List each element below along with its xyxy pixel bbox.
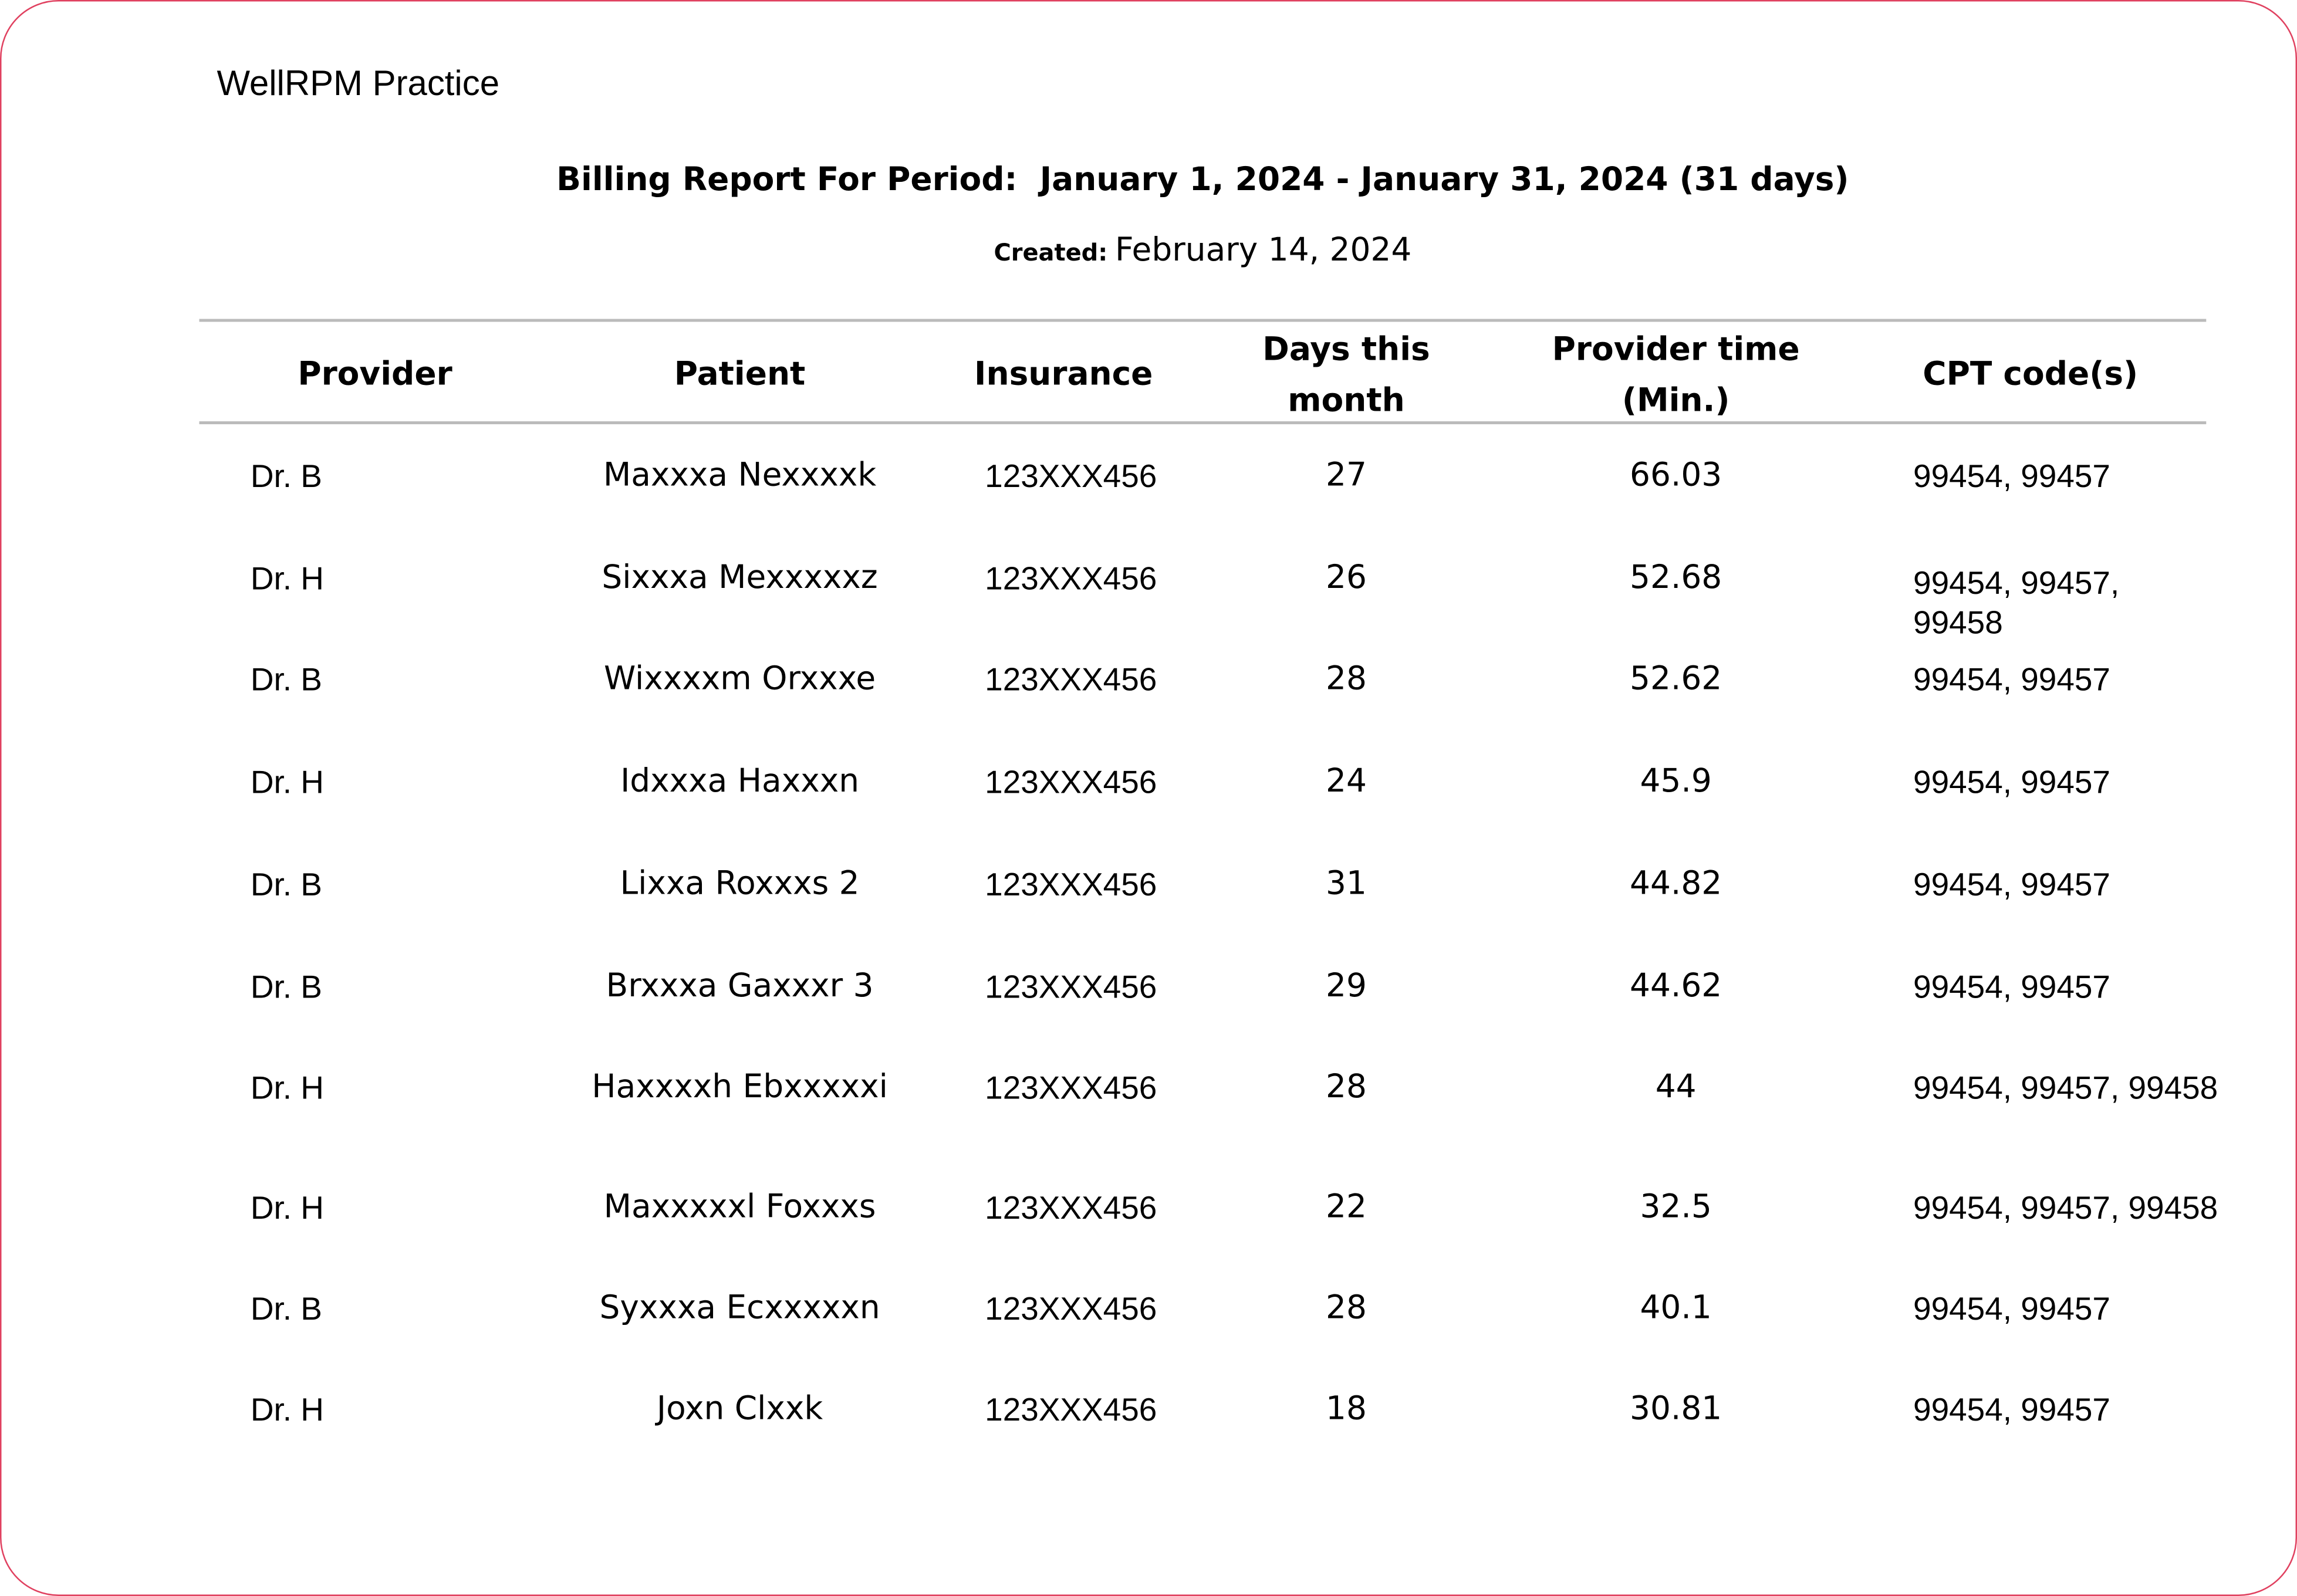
created-label: Created:	[994, 238, 1108, 266]
provider-time-cell: 52.62	[1630, 661, 1722, 698]
header-rule	[199, 319, 2207, 322]
days-cell: 18	[1326, 1391, 1367, 1428]
patient-cell: Joxn Clxxk	[656, 1391, 823, 1428]
cpt-codes-cell: 99454, 99457	[1913, 968, 2110, 1005]
provider-cell: Dr. H	[250, 763, 324, 800]
patient-cell: Haxxxxh Ebxxxxxi	[592, 1069, 888, 1106]
column-header: Insurance	[974, 357, 1153, 394]
provider-time-cell: 45.9	[1640, 763, 1712, 800]
days-cell: 28	[1326, 1290, 1367, 1327]
insurance-cell: 123XXX456	[985, 560, 1157, 597]
patient-cell: Syxxxa Ecxxxxxn	[599, 1290, 880, 1327]
days-cell: 28	[1326, 661, 1367, 698]
column-header: Patient	[674, 357, 806, 394]
insurance-cell: 123XXX456	[985, 1391, 1157, 1428]
days-cell: 22	[1326, 1189, 1367, 1226]
cpt-codes-cell: 99454, 99457, 99458	[1913, 1069, 2218, 1106]
cpt-codes-cell: 99454, 99457, 99458	[1913, 564, 2120, 641]
cpt-codes-cell: 99454, 99457	[1913, 763, 2110, 800]
patient-cell: Maxxxa Nexxxxk	[603, 458, 877, 495]
column-header: Provider time (Min.)	[1552, 332, 1800, 420]
insurance-cell: 123XXX456	[985, 763, 1157, 800]
created-date: February 14, 2024	[1114, 232, 1412, 269]
provider-time-cell: 30.81	[1630, 1391, 1722, 1428]
cpt-codes-cell: 99454, 99457	[1913, 865, 2110, 903]
provider-cell: Dr. H	[250, 1189, 324, 1226]
report-title: Billing Report For Period: January 1, 20…	[556, 162, 1849, 200]
insurance-cell: 123XXX456	[985, 458, 1157, 495]
column-header: Provider	[298, 357, 452, 394]
insurance-cell: 123XXX456	[985, 1189, 1157, 1226]
days-cell: 29	[1326, 968, 1367, 1005]
patient-cell: Sixxxa Mexxxxxz	[602, 560, 878, 597]
cpt-codes-cell: 99454, 99457, 99458	[1913, 1189, 2218, 1226]
insurance-cell: 123XXX456	[985, 661, 1157, 698]
days-cell: 27	[1326, 458, 1367, 495]
header-rule	[199, 421, 2207, 424]
provider-cell: Dr. H	[250, 1391, 324, 1428]
patient-cell: Brxxxa Gaxxxr 3	[606, 968, 874, 1005]
provider-time-cell: 44.82	[1630, 865, 1722, 903]
provider-time-cell: 66.03	[1630, 458, 1722, 495]
days-cell: 24	[1326, 763, 1367, 800]
cpt-codes-cell: 99454, 99457	[1913, 1391, 2110, 1428]
column-header: CPT code(s)	[1923, 357, 2139, 394]
provider-cell: Dr. B	[250, 458, 322, 495]
provider-time-cell: 44.62	[1630, 968, 1722, 1005]
days-cell: 31	[1326, 865, 1367, 903]
patient-cell: Lixxa Roxxxs 2	[620, 865, 860, 903]
cpt-codes-cell: 99454, 99457	[1913, 661, 2110, 698]
provider-time-cell: 32.5	[1640, 1189, 1712, 1226]
patient-cell: Idxxxa Haxxxn	[620, 763, 860, 800]
insurance-cell: 123XXX456	[985, 1290, 1157, 1327]
column-header: Days this month	[1262, 332, 1430, 420]
cpt-codes-cell: 99454, 99457	[1913, 458, 2110, 495]
provider-cell: Dr. B	[250, 968, 322, 1005]
provider-cell: Dr. B	[250, 1290, 322, 1327]
provider-time-cell: 40.1	[1640, 1290, 1712, 1327]
insurance-cell: 123XXX456	[985, 1069, 1157, 1106]
practice-name: WellRPM Practice	[217, 64, 500, 104]
provider-time-cell: 44	[1655, 1069, 1697, 1106]
insurance-cell: 123XXX456	[985, 865, 1157, 903]
provider-cell: Dr. B	[250, 865, 322, 903]
cpt-codes-cell: 99454, 99457	[1913, 1290, 2110, 1327]
created-line: Created: February 14, 2024	[1, 232, 2297, 269]
patient-cell: Wixxxxm Orxxxe	[603, 661, 876, 698]
days-cell: 28	[1326, 1069, 1367, 1106]
patient-cell: Maxxxxxl Foxxxs	[603, 1189, 876, 1226]
provider-cell: Dr. H	[250, 560, 324, 597]
provider-cell: Dr. B	[250, 661, 322, 698]
provider-time-cell: 52.68	[1630, 560, 1722, 597]
provider-cell: Dr. H	[250, 1069, 324, 1106]
insurance-cell: 123XXX456	[985, 968, 1157, 1005]
days-cell: 26	[1326, 560, 1367, 597]
